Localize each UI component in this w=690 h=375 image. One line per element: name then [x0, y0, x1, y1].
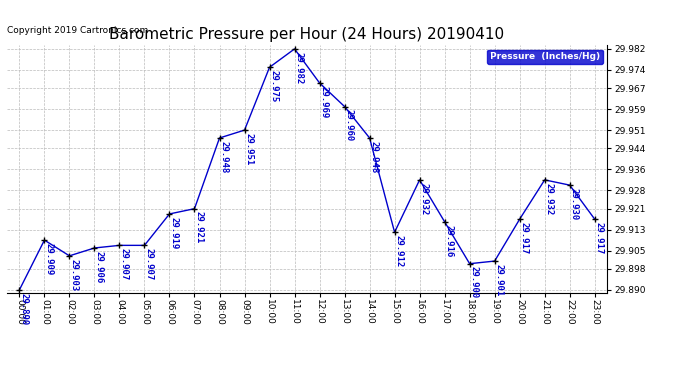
Text: 29.982: 29.982	[294, 52, 303, 84]
Text: 29.919: 29.919	[169, 217, 178, 249]
Text: 29.932: 29.932	[544, 183, 553, 215]
Text: 29.916: 29.916	[444, 225, 453, 257]
Text: 29.948: 29.948	[369, 141, 378, 173]
Text: 29.901: 29.901	[494, 264, 503, 296]
Text: 29.906: 29.906	[94, 251, 103, 283]
Text: 29.917: 29.917	[520, 222, 529, 254]
Text: 29.912: 29.912	[394, 235, 403, 267]
Text: 29.921: 29.921	[194, 211, 203, 244]
Text: Copyright 2019 Cartronics.com: Copyright 2019 Cartronics.com	[7, 26, 148, 35]
Text: 29.948: 29.948	[219, 141, 228, 173]
Text: 29.909: 29.909	[44, 243, 53, 275]
Text: 29.960: 29.960	[344, 110, 353, 142]
Text: 29.917: 29.917	[594, 222, 603, 254]
Text: 29.930: 29.930	[569, 188, 578, 220]
Text: 29.907: 29.907	[144, 248, 153, 280]
Text: 29.900: 29.900	[469, 267, 478, 299]
Legend: Pressure  (Inches/Hg): Pressure (Inches/Hg)	[487, 50, 602, 64]
Text: 29.932: 29.932	[420, 183, 428, 215]
Text: 29.975: 29.975	[269, 70, 278, 102]
Text: 29.903: 29.903	[69, 259, 78, 291]
Text: 29.907: 29.907	[119, 248, 128, 280]
Text: 29.951: 29.951	[244, 133, 253, 165]
Title: Barometric Pressure per Hour (24 Hours) 20190410: Barometric Pressure per Hour (24 Hours) …	[110, 27, 504, 42]
Text: 29.969: 29.969	[319, 86, 328, 118]
Text: 29.890: 29.890	[19, 292, 28, 325]
